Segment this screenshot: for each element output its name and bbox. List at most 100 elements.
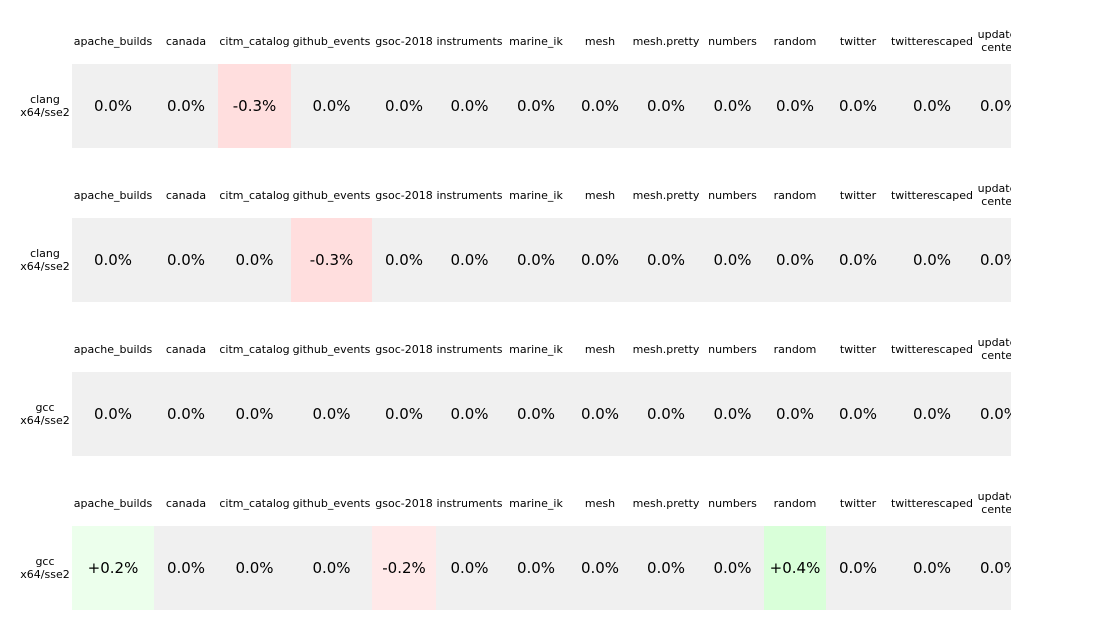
value-cell: 0.0% — [826, 526, 890, 610]
column-header: gsoc-2018 — [375, 34, 433, 48]
column-header: mesh.pretty — [632, 34, 700, 48]
value-cell: 0.0% — [569, 372, 631, 456]
value-cell: +0.4% — [764, 526, 826, 610]
row-label: gcc x64/sse2 — [20, 401, 70, 427]
column-header: instruments — [436, 342, 503, 356]
value-cell: +0.2% — [72, 526, 154, 610]
value-cell: 0.0% — [503, 64, 569, 148]
value-cell: 0.0% — [631, 218, 701, 302]
column-header: update-center — [977, 336, 1011, 362]
column-header: update-center — [977, 182, 1011, 208]
value-cell: 0.0% — [218, 218, 291, 302]
column-header: twitterescaped — [890, 342, 974, 356]
value-cell: 0.0% — [701, 526, 764, 610]
column-header: mesh.pretty — [632, 342, 700, 356]
column-header: update-center — [977, 490, 1011, 516]
column-header: citm_catalog — [219, 188, 290, 202]
column-header: twitterescaped — [890, 496, 974, 510]
column-header: marine_ik — [509, 188, 563, 202]
column-header: gsoc-2018 — [375, 496, 433, 510]
column-header: apache_builds — [73, 496, 153, 510]
value-cell: 0.0% — [154, 526, 218, 610]
value-cell: 0.0% — [291, 526, 372, 610]
column-header: marine_ik — [509, 496, 563, 510]
value-cell: 0.0% — [701, 372, 764, 456]
column-header: citm_catalog — [219, 34, 290, 48]
value-cell: 0.0% — [890, 372, 974, 456]
value-cell: 0.0% — [291, 372, 372, 456]
value-cell: 0.0% — [569, 218, 631, 302]
value-cell: -0.3% — [218, 64, 291, 148]
column-header: numbers — [708, 496, 757, 510]
column-header: github_events — [292, 188, 371, 202]
column-header: gsoc-2018 — [375, 342, 433, 356]
value-cell: 0.0% — [72, 372, 154, 456]
result-block: gcc x64/sse2 apache_builds +0.2% canada 0.0%… — [0, 480, 1011, 610]
column-header: random — [773, 342, 817, 356]
value-cell: 0.0% — [826, 372, 890, 456]
result-grid: apache_builds +0.2% canada 0.0% citm_catalog… — [72, 480, 1011, 610]
value-cell: 0.0% — [569, 64, 631, 148]
row-label: gcc x64/sse2 — [20, 555, 70, 581]
column-header: twitter — [839, 342, 877, 356]
column-header: twitterescaped — [890, 188, 974, 202]
column-header: random — [773, 188, 817, 202]
column-header: mesh — [584, 496, 616, 510]
column-header: numbers — [708, 34, 757, 48]
column-header: twitter — [839, 34, 877, 48]
value-cell: 0.0% — [503, 372, 569, 456]
column-header: instruments — [436, 188, 503, 202]
column-header: gsoc-2018 — [375, 188, 433, 202]
value-cell: 0.0% — [890, 526, 974, 610]
column-header: mesh.pretty — [632, 496, 700, 510]
column-header: instruments — [436, 496, 503, 510]
column-header: mesh — [584, 188, 616, 202]
value-cell: 0.0% — [974, 372, 1011, 456]
value-cell: 0.0% — [72, 64, 154, 148]
value-cell: 0.0% — [826, 218, 890, 302]
column-header: apache_builds — [73, 188, 153, 202]
value-cell: 0.0% — [569, 526, 631, 610]
column-header: mesh — [584, 34, 616, 48]
column-header: numbers — [708, 188, 757, 202]
value-cell: 0.0% — [631, 526, 701, 610]
value-cell: 0.0% — [974, 526, 1011, 610]
column-header: canada — [165, 34, 207, 48]
column-header: github_events — [292, 496, 371, 510]
column-header: twitter — [839, 188, 877, 202]
column-header: numbers — [708, 342, 757, 356]
column-header: mesh.pretty — [632, 188, 700, 202]
result-grid: apache_builds 0.0% canada 0.0% citm_catalog 0… — [72, 326, 1011, 456]
value-cell: 0.0% — [701, 218, 764, 302]
value-cell: 0.0% — [72, 218, 154, 302]
value-cell: 0.0% — [503, 526, 569, 610]
column-header: mesh — [584, 342, 616, 356]
result-block: clang x64/sse2 apache_builds 0.0% canada 0.0… — [0, 18, 1011, 148]
column-header: marine_ik — [509, 34, 563, 48]
result-block: clang x64/sse2 apache_builds 0.0% canada 0.0… — [0, 172, 1011, 302]
value-cell: 0.0% — [826, 64, 890, 148]
value-cell: 0.0% — [764, 218, 826, 302]
value-cell: 0.0% — [436, 526, 503, 610]
column-header: random — [773, 496, 817, 510]
value-cell: 0.0% — [436, 372, 503, 456]
value-cell: -0.3% — [291, 218, 372, 302]
value-cell: 0.0% — [154, 64, 218, 148]
value-cell: 0.0% — [631, 372, 701, 456]
value-cell: 0.0% — [291, 64, 372, 148]
value-cell: 0.0% — [218, 526, 291, 610]
value-cell: 0.0% — [974, 64, 1011, 148]
value-cell: 0.0% — [701, 64, 764, 148]
value-cell: 0.0% — [154, 218, 218, 302]
result-block: gcc x64/sse2 apache_builds 0.0% canada 0.0% c… — [0, 326, 1011, 456]
value-cell: -0.2% — [372, 526, 436, 610]
value-cell: 0.0% — [764, 64, 826, 148]
value-cell: 0.0% — [372, 64, 436, 148]
value-cell: 0.0% — [503, 218, 569, 302]
value-cell: 0.0% — [372, 218, 436, 302]
column-header: random — [773, 34, 817, 48]
column-header: canada — [165, 188, 207, 202]
column-header: canada — [165, 342, 207, 356]
column-header: apache_builds — [73, 34, 153, 48]
value-cell: 0.0% — [436, 64, 503, 148]
